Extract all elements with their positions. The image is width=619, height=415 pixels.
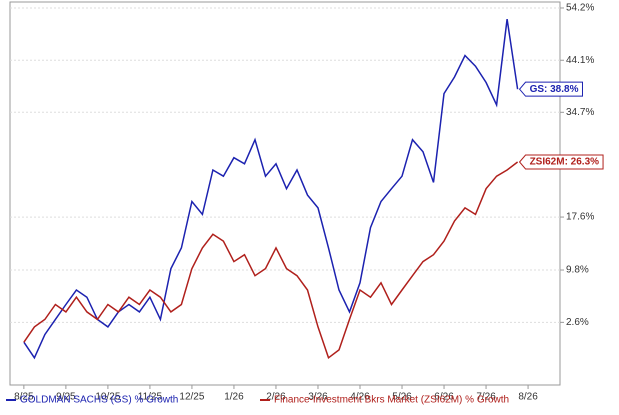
x-tick-label: 8/26 [518,392,538,403]
x-tick-label: 6/26 [434,392,454,403]
end-label: ZSI62M: 26.3% [530,157,600,168]
x-tick-label: 8/25 [14,392,34,403]
y-tick-label: 34.7% [566,107,594,118]
legend-label: Finance-Investment Bkrs Market (ZSI62M) … [274,395,509,406]
x-tick-label: 10/25 [95,392,120,403]
x-tick-label: 11/25 [138,392,163,403]
series-line [23,161,519,360]
y-tick-label: 54.2% [566,3,594,14]
x-tick-label: 1/26 [224,392,244,403]
plot-frame [9,1,561,386]
end-label-box [518,154,604,170]
x-tick-label: 3/26 [308,392,328,403]
legend-label: GOLDMAN SACHS (GS) % Growth [20,395,178,406]
x-tick-label: 5/26 [392,392,412,403]
y-tick-label: 2.6% [566,317,589,328]
end-label: GS: 38.8% [530,84,579,95]
x-tick-label: 9/25 [56,392,76,403]
x-tick-label: 2/26 [266,392,286,403]
y-tick-label: 9.8% [566,265,589,276]
x-tick-label: 7/26 [476,392,496,403]
y-tick-label: 17.6% [566,212,594,223]
x-tick-label: 12/25 [179,392,204,403]
end-label-box [518,81,583,97]
y-tick-label: 44.1% [566,55,594,66]
x-tick-label: 4/26 [350,392,370,403]
series-line [23,18,519,360]
